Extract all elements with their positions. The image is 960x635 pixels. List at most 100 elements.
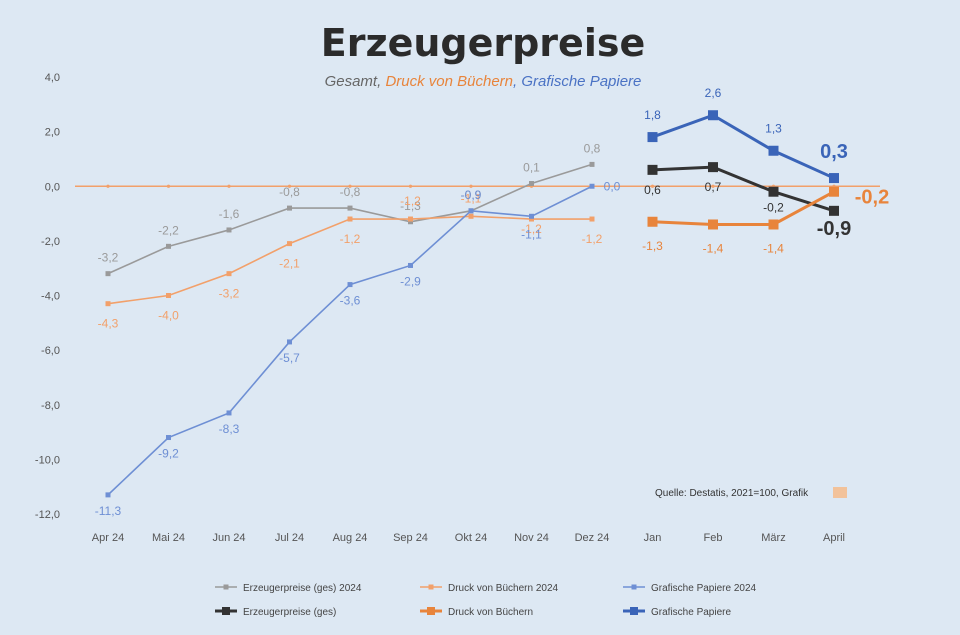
legend-label: Grafische Papiere <box>651 607 731 618</box>
x-tick-label: Dez 24 <box>575 532 610 544</box>
zero-line-marker <box>227 184 231 188</box>
data-label: -0,9 <box>461 188 482 202</box>
data-label: -2,9 <box>400 274 421 288</box>
series-line <box>651 113 835 180</box>
data-label: -9,2 <box>158 447 179 461</box>
zero-line-marker <box>650 184 655 188</box>
data-label: -1,2 <box>582 232 603 246</box>
series-line <box>652 190 835 226</box>
data-point <box>829 205 839 216</box>
data-label: -1,4 <box>763 241 784 255</box>
data-label: -3,6 <box>340 294 361 308</box>
legend-marker <box>631 584 637 590</box>
series-line <box>107 215 592 305</box>
y-tick-label: 0,0 <box>45 181 60 193</box>
chart-subtitle: Gesamt, Druck von Büchern, Grafische Pap… <box>325 73 642 90</box>
x-tick-label: Mai 24 <box>152 532 185 544</box>
data-point <box>708 162 718 173</box>
x-tick-label: Sep 24 <box>393 532 428 544</box>
data-label: 0,6 <box>644 183 661 197</box>
data-label: -3,2 <box>98 251 119 265</box>
data-point <box>529 213 534 219</box>
legend-label: Druck von Büchern 2024 <box>448 583 559 594</box>
zero-line-marker <box>348 184 352 188</box>
data-point <box>105 271 111 277</box>
data-point <box>829 186 839 197</box>
x-tick-label: Feb <box>704 532 723 544</box>
subtitle-part: Gesamt, <box>325 73 386 90</box>
source-note: Quelle: Destatis, 2021=100, Grafik <box>655 488 809 499</box>
data-labels: -3,2 -2,2 -1,6 -0,8 -0,8 -1,3 -0,9 0,1 0,8 -4,3 -4… <box>95 86 889 518</box>
data-label: -1,2 <box>400 194 421 208</box>
data-label: -1,1 <box>521 227 542 241</box>
series-lines <box>105 110 839 498</box>
x-axis-ticks: Apr 24 Mai 24 Jun 24 Jul 24 Aug 24 Sep 24 Okt … <box>92 532 845 544</box>
data-point <box>287 241 292 247</box>
data-label: -1,3 <box>642 239 663 253</box>
data-label: -0,8 <box>340 185 361 199</box>
x-tick-label: Jun 24 <box>212 532 245 544</box>
data-label: 0,7 <box>705 180 722 194</box>
data-point <box>647 132 658 143</box>
data-point <box>347 205 353 211</box>
x-tick-label: Jul 24 <box>275 532 304 544</box>
data-label: -1,3 <box>400 199 421 213</box>
x-tick-label: Nov 24 <box>514 532 549 544</box>
data-point <box>408 216 413 222</box>
data-point <box>647 216 658 227</box>
data-label: -11,3 <box>95 504 122 518</box>
data-point <box>768 186 779 197</box>
data-label: -1,6 <box>219 207 240 221</box>
data-label: -1,4 <box>703 241 724 255</box>
data-point <box>226 271 232 277</box>
x-tick-label: März <box>761 532 785 544</box>
data-point <box>589 161 595 167</box>
data-label: 1,3 <box>765 122 782 136</box>
data-label: -5,7 <box>279 351 300 365</box>
data-label: 0,8 <box>584 141 601 155</box>
zero-line-marker <box>287 184 292 188</box>
zero-line-marker <box>408 184 413 188</box>
source-logo <box>833 487 847 498</box>
zero-line-marker <box>166 184 171 188</box>
legend-label: Erzeugerpreise (ges) <box>243 607 336 618</box>
data-point <box>768 145 779 156</box>
data-label: -4,0 <box>158 309 179 323</box>
legend-marker <box>222 607 230 615</box>
legend-marker <box>630 607 638 615</box>
data-point <box>468 208 474 214</box>
data-label: -2,1 <box>279 257 300 271</box>
y-tick-label: -2,0 <box>41 236 60 248</box>
data-point <box>226 410 232 416</box>
data-label: -0,2 <box>763 201 784 215</box>
series-line <box>652 165 835 213</box>
y-axis-ticks: 4,0 2,0 0,0 -2,0 -4,0 -6,0 -8,0 -10,0 -12,0 <box>35 72 880 521</box>
y-tick-label: -6,0 <box>41 345 60 357</box>
legend: Erzeugerpreise (ges) 2024 Druck von Büche… <box>215 583 757 618</box>
data-point <box>408 262 413 268</box>
data-label: -1,2 <box>340 232 361 246</box>
data-label: -0,8 <box>279 185 300 199</box>
data-point <box>708 110 718 121</box>
data-point <box>166 293 171 298</box>
legend-label: Grafische Papiere 2024 <box>651 583 757 594</box>
legend-marker <box>428 584 434 590</box>
data-point <box>589 216 595 222</box>
legend-marker <box>223 584 229 590</box>
zero-line-marker <box>106 184 110 188</box>
data-label: -1,1 <box>461 191 482 205</box>
legend-label: Druck von Büchern <box>448 607 533 618</box>
data-point <box>166 243 171 249</box>
data-label: -8,3 <box>219 422 240 436</box>
data-label: 1,8 <box>644 108 661 122</box>
y-tick-label: -12,0 <box>35 509 60 521</box>
x-tick-label: Jan <box>644 532 662 544</box>
data-label: -2,2 <box>158 223 179 237</box>
data-label: -0,9 <box>461 188 482 202</box>
data-point <box>166 435 171 441</box>
legend-label: Erzeugerpreise (ges) 2024 <box>243 583 362 594</box>
zero-line-marker <box>469 184 473 188</box>
data-point <box>829 173 839 184</box>
data-point <box>647 164 658 175</box>
